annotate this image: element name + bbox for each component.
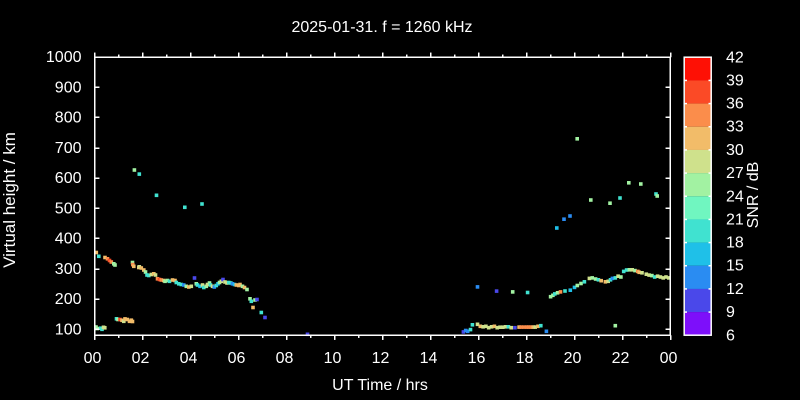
svg-text:200: 200	[55, 291, 82, 308]
svg-text:10: 10	[324, 350, 342, 367]
svg-text:00: 00	[84, 350, 102, 367]
svg-text:39: 39	[726, 72, 744, 89]
svg-text:2025-01-31. f = 1260 kHz: 2025-01-31. f = 1260 kHz	[291, 19, 472, 36]
svg-text:700: 700	[55, 140, 82, 157]
svg-text:30: 30	[726, 142, 744, 159]
svg-text:16: 16	[468, 350, 486, 367]
svg-text:15: 15	[726, 258, 744, 275]
svg-text:36: 36	[726, 96, 744, 113]
svg-text:100: 100	[55, 321, 82, 338]
svg-text:21: 21	[726, 211, 744, 228]
svg-text:00: 00	[660, 350, 678, 367]
svg-text:500: 500	[55, 200, 82, 217]
svg-text:Virtual height / km: Virtual height / km	[0, 132, 19, 268]
svg-text:SNR / dB: SNR / dB	[745, 162, 762, 229]
svg-text:6: 6	[726, 327, 735, 344]
svg-text:02: 02	[132, 350, 150, 367]
svg-text:900: 900	[55, 79, 82, 96]
svg-text:1000: 1000	[46, 49, 82, 66]
svg-text:14: 14	[420, 350, 438, 367]
svg-text:33: 33	[726, 119, 744, 136]
svg-text:800: 800	[55, 110, 82, 127]
svg-text:18: 18	[516, 350, 534, 367]
svg-text:04: 04	[180, 350, 198, 367]
svg-text:UT Time / hrs: UT Time / hrs	[332, 377, 428, 394]
svg-text:08: 08	[276, 350, 294, 367]
svg-text:27: 27	[726, 165, 744, 182]
svg-text:42: 42	[726, 49, 744, 66]
svg-text:12: 12	[372, 350, 390, 367]
svg-text:18: 18	[726, 235, 744, 252]
svg-text:22: 22	[612, 350, 630, 367]
svg-text:400: 400	[55, 231, 82, 248]
svg-text:24: 24	[726, 188, 744, 205]
svg-text:600: 600	[55, 170, 82, 187]
svg-text:06: 06	[228, 350, 246, 367]
svg-text:20: 20	[564, 350, 582, 367]
svg-text:300: 300	[55, 261, 82, 278]
svg-text:9: 9	[726, 304, 735, 321]
svg-text:12: 12	[726, 281, 744, 298]
